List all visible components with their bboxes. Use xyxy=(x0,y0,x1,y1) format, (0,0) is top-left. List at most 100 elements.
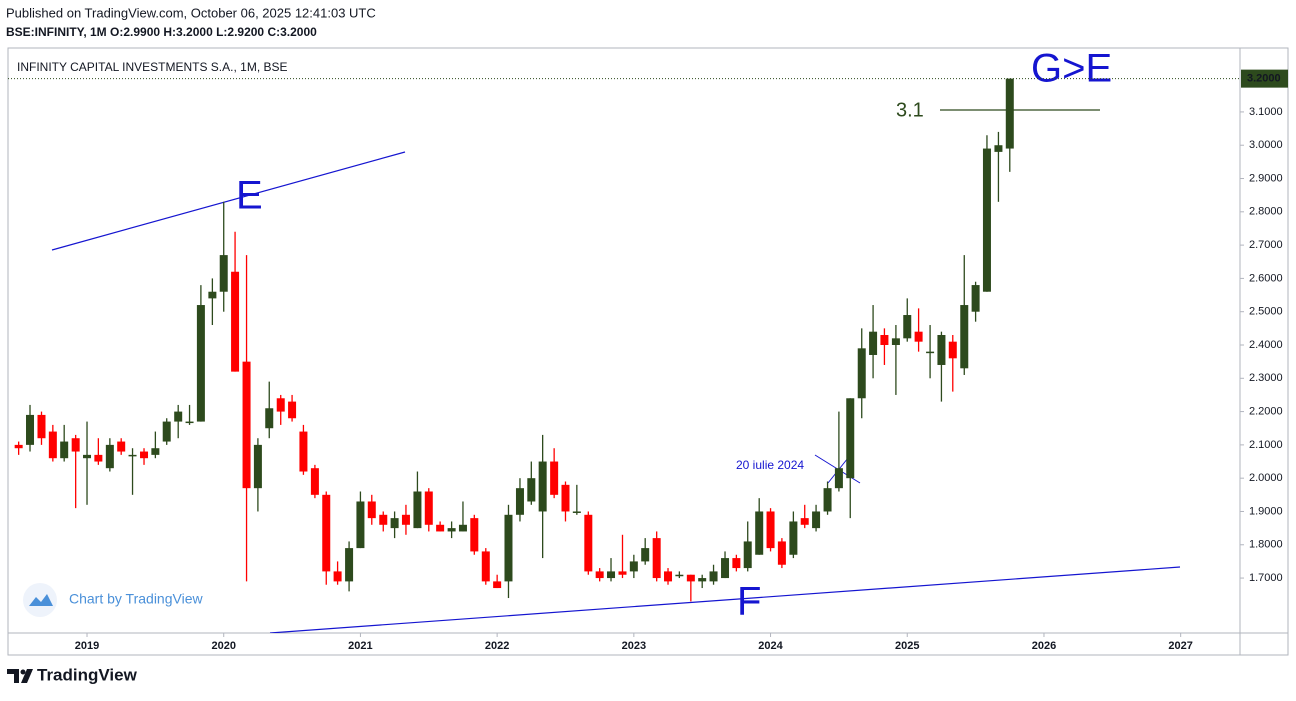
candle-body xyxy=(709,571,718,582)
brand: TradingView xyxy=(7,665,138,684)
candle-body xyxy=(914,331,923,342)
candle-body xyxy=(60,441,69,459)
x-tick-label: 2026 xyxy=(1032,640,1056,652)
candle-body xyxy=(299,431,308,472)
candle-body xyxy=(982,148,991,292)
candle-body xyxy=(641,548,650,562)
x-tick-label: 2021 xyxy=(348,640,372,652)
candle-body xyxy=(698,578,707,582)
brand-name: TradingView xyxy=(37,665,138,684)
last-price-label: 3.2000 xyxy=(1247,73,1281,85)
x-tick-label: 2019 xyxy=(75,640,99,652)
annotation: 20 iulie 2024 xyxy=(736,458,804,472)
candle-body xyxy=(777,541,786,565)
candle-body xyxy=(652,538,661,579)
published: Published on TradingView.com, October 06… xyxy=(6,5,376,20)
candle-body xyxy=(253,444,262,489)
x-tick-label: 2023 xyxy=(622,640,646,652)
candle-body xyxy=(869,331,878,355)
candle-body xyxy=(94,454,103,462)
candle-body xyxy=(151,448,160,455)
candle-body xyxy=(345,548,354,582)
candle-body xyxy=(595,571,604,579)
plot xyxy=(14,78,1181,633)
annotation: F xyxy=(737,580,761,624)
brand-logo xyxy=(21,669,33,683)
candle-body xyxy=(732,558,741,569)
candle-body xyxy=(367,501,376,519)
candle-body xyxy=(584,514,593,572)
candle-body xyxy=(515,488,524,515)
candle-body xyxy=(128,454,137,457)
candle-body xyxy=(288,401,297,419)
candle-body xyxy=(401,514,410,525)
candle-body xyxy=(447,528,456,532)
candle-body xyxy=(413,491,422,529)
candle-body xyxy=(960,305,969,369)
candle-body xyxy=(561,484,570,512)
candle-body xyxy=(755,511,764,555)
candle-body xyxy=(766,511,775,549)
candle-body xyxy=(1005,78,1014,149)
y-tick-label: 2.7000 xyxy=(1249,239,1283,251)
candle-body xyxy=(721,558,730,579)
candle-body xyxy=(743,541,752,569)
candle-body xyxy=(994,145,1003,152)
candle-body xyxy=(903,315,912,339)
brand-logo xyxy=(7,669,19,683)
candle-body xyxy=(196,305,205,422)
candle-body xyxy=(675,574,684,577)
candle-body xyxy=(140,451,149,459)
candle-body xyxy=(37,414,46,439)
y-tick-label: 1.8000 xyxy=(1249,539,1283,551)
candle-body xyxy=(880,335,889,345)
annotation: 3.1 xyxy=(896,99,924,121)
candle-body xyxy=(481,551,490,582)
candle-body xyxy=(436,524,445,532)
candle-body xyxy=(971,285,980,312)
candle-body xyxy=(891,338,900,345)
candle-body xyxy=(550,461,559,495)
candle-body xyxy=(789,521,798,555)
candle-body xyxy=(48,431,57,459)
annotation: E xyxy=(236,174,263,218)
candle-body xyxy=(162,421,171,442)
y-tick-label: 2.3000 xyxy=(1249,372,1283,384)
candle-body xyxy=(379,514,388,525)
x-tick-label: 2020 xyxy=(211,640,235,652)
candle-body xyxy=(629,561,638,572)
y-tick-label: 2.0000 xyxy=(1249,472,1283,484)
candle-body xyxy=(812,511,821,529)
annotation: G>E xyxy=(1031,47,1112,91)
candle-body xyxy=(527,478,536,502)
y-tick-label: 2.6000 xyxy=(1249,272,1283,284)
candle-body xyxy=(834,468,843,489)
candle-body xyxy=(686,574,695,582)
y-tick-label: 3.1000 xyxy=(1249,106,1283,118)
watermark-icon xyxy=(29,594,53,606)
candle-body xyxy=(71,438,80,452)
candle-body xyxy=(117,441,126,452)
x-tick-label: 2025 xyxy=(895,640,919,652)
candle-body xyxy=(322,494,331,572)
candle-body xyxy=(219,255,228,292)
x-tick-label: 2027 xyxy=(1168,640,1192,652)
candle-body xyxy=(310,468,319,495)
y-tick-label: 1.7000 xyxy=(1249,572,1283,584)
candle-body xyxy=(14,444,23,449)
y-tick-label: 2.5000 xyxy=(1249,306,1283,318)
candle-body xyxy=(493,581,502,589)
candle-body xyxy=(538,461,547,512)
candle-body xyxy=(174,411,183,422)
candle-body xyxy=(800,518,809,525)
candle-body xyxy=(572,511,581,513)
candle-body xyxy=(926,351,935,354)
candle-body xyxy=(231,271,240,372)
candle-body xyxy=(470,518,479,552)
watermark-icon xyxy=(23,583,57,617)
chart-legend: INFINITY CAPITAL INVESTMENTS S.A., 1M, B… xyxy=(17,60,288,74)
candle-body xyxy=(823,488,832,512)
candle-body xyxy=(242,361,251,489)
